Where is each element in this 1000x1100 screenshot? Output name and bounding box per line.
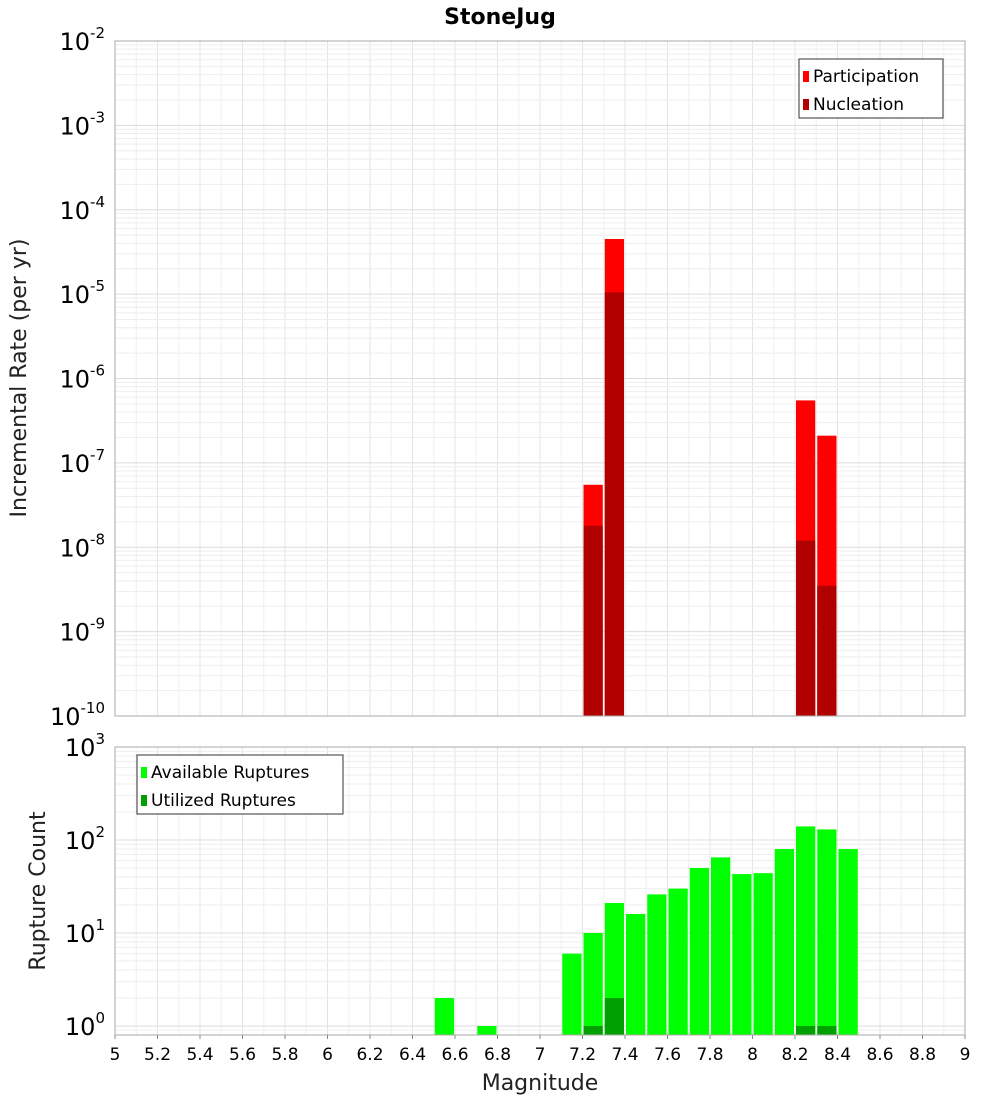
count-bar-utilized-ruptures xyxy=(796,1025,816,1035)
count-bar-available-ruptures xyxy=(732,874,752,1035)
top-grid xyxy=(114,40,966,717)
y-tick-label: 10-6 xyxy=(59,362,105,394)
count-bar-available-ruptures xyxy=(434,997,454,1035)
y-tick-label: 103 xyxy=(65,730,105,762)
x-tick-label: 5.2 xyxy=(144,1045,171,1065)
y-tick-label: 102 xyxy=(65,823,105,855)
x-tick-label: 7 xyxy=(535,1045,546,1065)
x-tick-label: 6.8 xyxy=(484,1045,511,1065)
legend-swatch xyxy=(141,795,147,806)
top-y-axis-label: Incremental Rate (per yr) xyxy=(7,239,32,518)
legend-label: Utilized Ruptures xyxy=(151,791,296,811)
count-bar-available-ruptures xyxy=(626,914,646,1035)
y-tick-label: 10-7 xyxy=(59,446,105,478)
count-bar-available-ruptures xyxy=(774,849,794,1035)
chart-title: StoneJug xyxy=(444,5,556,30)
x-tick-label: 7.8 xyxy=(696,1045,723,1065)
incremental-rate-panel: 10-10 10-9 10-8 10-7 10-6 10-5 10-4 10-3 10-2 In… xyxy=(7,24,966,731)
count-bar-available-ruptures xyxy=(647,894,667,1035)
count-bar-available-ruptures xyxy=(817,829,837,1035)
bottom-legend: Available Ruptures Utilized Ruptures xyxy=(136,754,344,815)
x-tick-label: 5.8 xyxy=(271,1045,298,1065)
x-tick-label: 6.2 xyxy=(356,1045,383,1065)
rate-bar-nucleation xyxy=(796,540,816,716)
y-tick-label: 10-4 xyxy=(59,193,105,225)
count-bar-available-ruptures xyxy=(477,1025,497,1035)
y-tick-label: 10-8 xyxy=(59,530,105,562)
x-ticks: 5 5.2 5.4 5.6 5.8 6 6.2 6.4 6.6 6.8 7 7.2 7.4 7.6 7.8 8… xyxy=(110,1035,971,1065)
y-tick-label: 10-10 xyxy=(50,699,105,731)
y-tick-label: 101 xyxy=(65,916,105,948)
y-tick-label: 10-3 xyxy=(59,108,105,140)
legend-label: Available Ruptures xyxy=(151,763,309,783)
count-bar-utilized-ruptures xyxy=(604,997,624,1035)
top-y-ticks: 10-10 10-9 10-8 10-7 10-6 10-5 10-4 10-3 10-2 xyxy=(50,24,105,731)
count-bar-available-ruptures xyxy=(562,953,582,1035)
x-tick-label: 8.4 xyxy=(824,1045,851,1065)
count-bar-available-ruptures xyxy=(711,857,731,1035)
x-tick-label: 8.8 xyxy=(909,1045,936,1065)
legend-swatch xyxy=(803,71,809,82)
legend-swatch xyxy=(141,767,147,778)
legend-box xyxy=(136,754,344,815)
x-tick-label: 6.4 xyxy=(399,1045,426,1065)
y-tick-label: 10-2 xyxy=(59,24,105,56)
x-tick-label: 7.4 xyxy=(611,1045,638,1065)
top-plot-frame xyxy=(114,40,966,717)
rate-bar-nucleation xyxy=(604,292,624,716)
rate-bar-nucleation xyxy=(583,525,603,716)
x-tick-label: 8.6 xyxy=(866,1045,893,1065)
x-tick-label: 6.6 xyxy=(441,1045,468,1065)
x-tick-label: 5 xyxy=(110,1045,121,1065)
legend-label: Nucleation xyxy=(813,95,904,115)
top-bars xyxy=(583,239,837,716)
count-bar-available-ruptures xyxy=(583,932,603,1035)
bottom-y-ticks: 100 101 102 103 xyxy=(65,730,105,1041)
count-bar-utilized-ruptures xyxy=(817,1025,837,1035)
y-tick-label: 10-9 xyxy=(59,615,105,647)
count-bar-utilized-ruptures xyxy=(583,1025,603,1035)
count-bar-available-ruptures xyxy=(838,849,858,1035)
bottom-bars xyxy=(434,826,858,1035)
x-tick-label: 7.2 xyxy=(569,1045,596,1065)
count-bar-available-ruptures xyxy=(689,867,709,1035)
rate-bar-nucleation xyxy=(817,585,837,716)
y-tick-label: 100 xyxy=(65,1009,105,1041)
count-bar-available-ruptures xyxy=(796,826,816,1035)
legend-label: Participation xyxy=(813,67,919,87)
legend-swatch xyxy=(803,99,809,110)
x-tick-label: 8.2 xyxy=(781,1045,808,1065)
bottom-y-axis-label: Rupture Count xyxy=(26,811,51,971)
x-tick-label: 7.6 xyxy=(654,1045,681,1065)
count-bar-available-ruptures xyxy=(668,888,688,1035)
count-bar-available-ruptures xyxy=(753,873,773,1035)
rupture-count-panel: 100 101 102 103 5 5.2 5.4 5.6 5.8 6 6.2 6.4 6.6 6.8 7… xyxy=(26,730,970,1096)
x-tick-label: 6 xyxy=(322,1045,333,1065)
x-tick-label: 8 xyxy=(747,1045,758,1065)
y-tick-label: 10-5 xyxy=(59,277,105,309)
x-tick-label: 9 xyxy=(960,1045,971,1065)
x-tick-label: 5.6 xyxy=(229,1045,256,1065)
x-tick-label: 5.4 xyxy=(186,1045,213,1065)
x-axis-label: Magnitude xyxy=(482,1071,599,1096)
top-legend: Participation Nucleation xyxy=(798,58,944,119)
legend-box xyxy=(798,58,944,119)
